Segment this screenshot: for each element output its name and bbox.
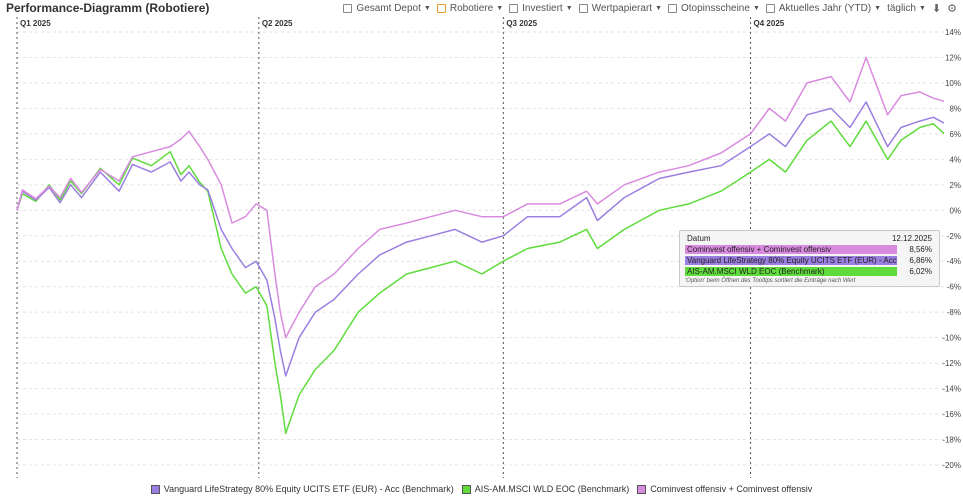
legend-item[interactable]: AIS-AM.MSCI WLD EOC (Benchmark) (461, 484, 630, 494)
y-tick-label: 2% (949, 181, 961, 190)
quarter-label: Q2 2025 (262, 19, 293, 28)
filter-otopinsscheine[interactable]: Otopinsscheine ▼ (668, 3, 760, 14)
legend-label: AIS-AM.MSCI WLD EOC (Benchmark) (474, 484, 630, 494)
y-tick-label: 8% (949, 104, 961, 113)
legend-swatch (150, 484, 160, 494)
download-icon[interactable]: ⬇ (931, 2, 942, 15)
tooltip-row-value: 6,86% (909, 256, 932, 265)
chart-tooltip: Datum 12.12.2025 Cominvest offensiv + Co… (679, 230, 940, 287)
gear-icon[interactable]: ⚙ (947, 2, 957, 15)
tooltip-row-value: 6,02% (909, 267, 932, 276)
tooltip-note: 'Option' beim Öffnen des Tooltips sortie… (685, 278, 856, 284)
chevron-down-icon: ▼ (874, 4, 882, 12)
quarter-label: Q4 2025 (754, 19, 785, 28)
legend-swatch (637, 484, 647, 494)
legend-item[interactable]: Cominvest offensiv + Cominvest offensiv (637, 484, 812, 494)
chevron-down-icon: ▼ (752, 4, 760, 12)
filter-label: Wertpapierart (591, 2, 653, 14)
chart-legend: Vanguard LifeStrategy 80% Equity UCITS E… (0, 484, 963, 494)
quarter-label: Q1 2025 (20, 19, 51, 28)
filter-robotiere[interactable]: Robotiere ▼ (436, 2, 504, 14)
filter-label: Robotiere (449, 2, 494, 14)
tooltip-row: AIS-AM.MSCI WLD EOC (Benchmark) 6,02% (685, 267, 934, 276)
calendar-icon (765, 3, 775, 13)
y-tick-label: 6% (949, 130, 961, 139)
y-tick-label: 0% (949, 206, 961, 215)
filter-wertpapierart[interactable]: Wertpapierart ▼ (578, 2, 662, 14)
tooltip-row-value: 8,56% (909, 245, 932, 254)
y-tick-label: -2% (947, 232, 961, 241)
tooltip-row-label: Vanguard LifeStrategy 80% Equity UCITS E… (685, 256, 897, 265)
y-tick-label: -20% (942, 461, 961, 470)
checkbox-icon[interactable] (668, 3, 677, 13)
y-tick-label: -18% (942, 436, 961, 445)
checkbox-icon[interactable] (578, 3, 588, 13)
interval-label: täglich (887, 2, 916, 14)
y-tick-label: -16% (942, 410, 961, 419)
y-tick-label: -4% (947, 257, 961, 266)
chevron-down-icon: ▼ (423, 4, 431, 12)
tooltip-row-label: AIS-AM.MSCI WLD EOC (Benchmark) (685, 267, 897, 276)
tooltip-header: Datum 12.12.2025 (685, 234, 934, 243)
chevron-down-icon: ▼ (918, 4, 926, 12)
chart-title: Performance-Diagramm (Robotiere) (6, 1, 210, 15)
period-label: Aktuelles Jahr (YTD) (778, 2, 872, 14)
y-tick-label: -6% (947, 283, 961, 292)
y-tick-label: 14% (945, 28, 961, 37)
checkbox-icon[interactable] (343, 3, 353, 13)
y-tick-label: 12% (945, 53, 961, 62)
y-tick-label: -12% (942, 359, 961, 368)
chevron-down-icon: ▼ (496, 4, 504, 12)
checkbox-icon[interactable] (509, 3, 519, 13)
series-line (16, 56, 945, 339)
y-tick-label: 10% (945, 79, 961, 88)
legend-item[interactable]: Vanguard LifeStrategy 80% Equity UCITS E… (150, 484, 454, 494)
interval-select[interactable]: täglich ▼ (887, 3, 926, 14)
chevron-down-icon: ▼ (565, 4, 573, 12)
tooltip-row: Cominvest offensiv + Cominvest offensiv … (685, 245, 934, 254)
series-line (16, 120, 945, 434)
y-tick-label: -8% (947, 308, 961, 317)
legend-label: Cominvest offensiv + Cominvest offensiv (650, 484, 813, 494)
tooltip-date-label: Datum (687, 234, 711, 243)
y-tick-label: -10% (942, 334, 961, 343)
legend-swatch (461, 484, 471, 494)
filter-gesamt-depot[interactable]: Gesamt Depot ▼ (343, 2, 431, 14)
y-tick-label: 4% (949, 155, 961, 164)
legend-label: Vanguard LifeStrategy 80% Equity UCITS E… (163, 484, 454, 494)
checkbox-icon[interactable] (436, 3, 446, 13)
quarter-label: Q3 2025 (506, 19, 537, 28)
y-tick-label: -14% (942, 385, 961, 394)
tooltip-row-label: Cominvest offensiv + Cominvest offensiv (685, 245, 897, 254)
filter-label: Gesamt Depot (356, 2, 421, 14)
series-line (16, 101, 945, 377)
period-select[interactable]: Aktuelles Jahr (YTD) ▼ (765, 2, 882, 14)
filter-label: Investiert (522, 2, 563, 14)
tooltip-date-value: 12.12.2025 (891, 234, 932, 243)
filter-investiert[interactable]: Investiert ▼ (509, 3, 573, 14)
chevron-down-icon: ▼ (655, 4, 662, 12)
filter-label: Otopinsscheine (681, 2, 750, 14)
tooltip-row: Vanguard LifeStrategy 80% Equity UCITS E… (685, 256, 934, 265)
chart-toolbar: Gesamt Depot ▼ Robotiere ▼ Investiert ▼ … (337, 1, 957, 15)
